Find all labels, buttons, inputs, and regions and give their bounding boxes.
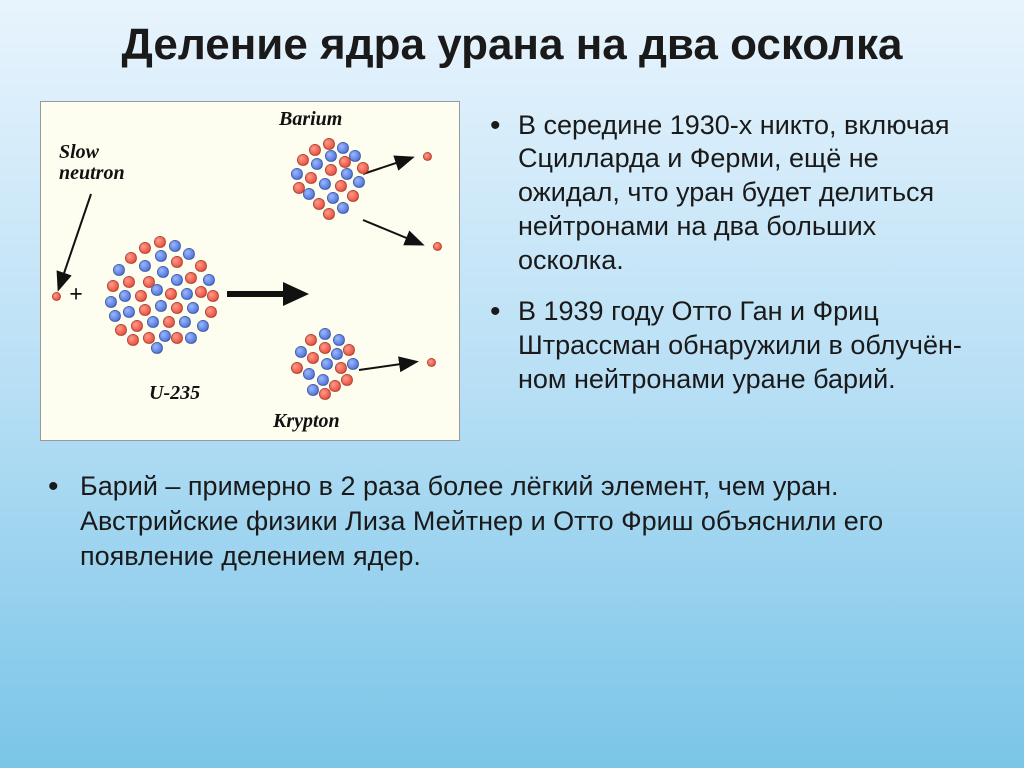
- label-krypton: Krypton: [273, 410, 340, 433]
- nucleus-barium: [285, 136, 375, 226]
- fission-diagram: Slowneutron Barium Krypton U-235 +: [40, 101, 460, 441]
- emitted-neutron-3: [427, 358, 436, 367]
- page-title: Деление ядра урана на два осколка: [40, 20, 984, 71]
- bottom-bullet: Барий – примерно в 2 раза более лёгкий э…: [40, 469, 984, 574]
- nucleus-u235: [99, 232, 223, 356]
- bullet-list: В середине 1930-х никто, включая Сциллар…: [484, 101, 984, 415]
- nucleus-krypton: [285, 326, 365, 406]
- label-plus: +: [69, 282, 83, 309]
- label-slow-neutron: Slowneutron: [59, 142, 125, 184]
- label-u235: U-235: [149, 382, 200, 405]
- emitted-neutron-1: [423, 152, 432, 161]
- incoming-neutron: [52, 292, 61, 301]
- bullet-1: В середине 1930-х никто, включая Сциллар…: [484, 109, 984, 278]
- content-row: Slowneutron Barium Krypton U-235 +: [40, 101, 984, 441]
- emitted-neutron-2: [433, 242, 442, 251]
- label-barium: Barium: [279, 108, 342, 131]
- bullet-2: В 1939 году Отто Ган и Фриц Штрассман об…: [484, 295, 984, 396]
